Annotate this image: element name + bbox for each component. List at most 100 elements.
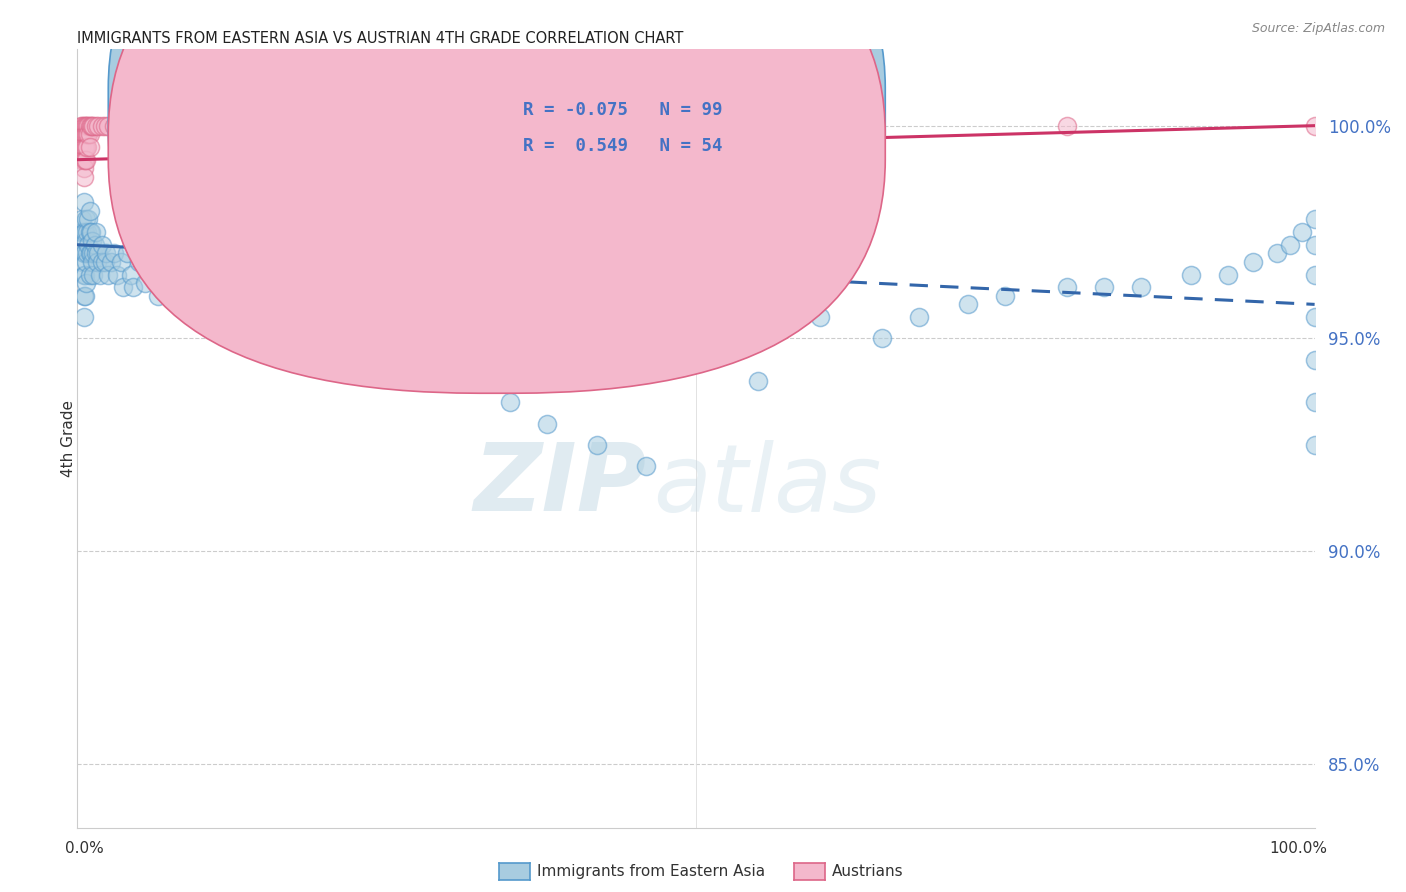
Point bbox=[77, 212, 100, 227]
Point bbox=[69, 127, 91, 141]
Point bbox=[80, 225, 103, 239]
Point bbox=[82, 119, 104, 133]
Point bbox=[70, 140, 93, 154]
Point bbox=[79, 127, 101, 141]
Point bbox=[77, 127, 100, 141]
Point bbox=[1303, 352, 1326, 367]
Point bbox=[128, 255, 150, 269]
Point bbox=[165, 119, 187, 133]
Point bbox=[73, 225, 96, 239]
Point bbox=[76, 119, 98, 133]
Point bbox=[215, 289, 238, 303]
Point bbox=[82, 255, 104, 269]
Point bbox=[1216, 268, 1239, 282]
Point bbox=[437, 119, 460, 133]
Text: IMMIGRANTS FROM EASTERN ASIA VS AUSTRIAN 4TH GRADE CORRELATION CHART: IMMIGRANTS FROM EASTERN ASIA VS AUSTRIAN… bbox=[77, 31, 683, 46]
Point bbox=[252, 119, 274, 133]
FancyBboxPatch shape bbox=[454, 57, 814, 178]
Point bbox=[87, 246, 110, 260]
Point bbox=[73, 153, 96, 167]
Text: 0.0%: 0.0% bbox=[65, 840, 104, 855]
Point bbox=[72, 246, 94, 260]
Point bbox=[128, 119, 150, 133]
Point bbox=[79, 140, 101, 154]
Point bbox=[375, 323, 398, 337]
Point bbox=[94, 246, 117, 260]
Point bbox=[79, 119, 101, 133]
Point bbox=[72, 127, 94, 141]
Point bbox=[86, 255, 108, 269]
Point bbox=[93, 119, 115, 133]
Point bbox=[79, 203, 101, 218]
Point bbox=[75, 255, 97, 269]
Point bbox=[1303, 438, 1326, 452]
Point bbox=[1092, 280, 1115, 294]
FancyBboxPatch shape bbox=[108, 0, 886, 393]
Point bbox=[1056, 119, 1078, 133]
Point bbox=[134, 276, 156, 290]
Point bbox=[112, 280, 135, 294]
Point bbox=[1180, 268, 1202, 282]
Point bbox=[994, 289, 1017, 303]
Point bbox=[84, 225, 107, 239]
FancyBboxPatch shape bbox=[108, 0, 886, 365]
Point bbox=[72, 140, 94, 154]
Point bbox=[73, 127, 96, 141]
Point bbox=[586, 438, 609, 452]
Point bbox=[561, 119, 583, 133]
Point bbox=[79, 225, 101, 239]
Point bbox=[72, 268, 94, 282]
Text: Immigrants from Eastern Asia: Immigrants from Eastern Asia bbox=[537, 864, 765, 879]
Point bbox=[72, 153, 94, 167]
Point bbox=[75, 276, 97, 290]
Point bbox=[184, 280, 207, 294]
Point bbox=[87, 119, 110, 133]
Text: R =  0.549   N = 54: R = 0.549 N = 54 bbox=[523, 137, 723, 155]
Point bbox=[122, 280, 145, 294]
Point bbox=[97, 268, 120, 282]
Point bbox=[103, 246, 125, 260]
Point bbox=[1056, 280, 1078, 294]
Point bbox=[76, 246, 98, 260]
Point bbox=[83, 237, 105, 252]
Point bbox=[97, 119, 120, 133]
Text: atlas: atlas bbox=[652, 440, 882, 531]
Point bbox=[264, 310, 287, 325]
Point bbox=[76, 127, 98, 141]
Point bbox=[80, 246, 103, 260]
Point bbox=[1267, 246, 1289, 260]
Point bbox=[870, 331, 893, 345]
Point bbox=[72, 289, 94, 303]
Point bbox=[76, 225, 98, 239]
Point bbox=[177, 268, 200, 282]
Point bbox=[1303, 395, 1326, 409]
Y-axis label: 4th Grade: 4th Grade bbox=[62, 400, 76, 477]
Point bbox=[72, 310, 94, 325]
Point bbox=[82, 268, 104, 282]
Point bbox=[82, 234, 104, 248]
Point bbox=[72, 161, 94, 176]
Point bbox=[808, 119, 831, 133]
Point bbox=[75, 127, 97, 141]
Point bbox=[808, 310, 831, 325]
Point bbox=[72, 119, 94, 133]
Point bbox=[75, 119, 97, 133]
Point bbox=[72, 169, 94, 184]
Text: Austrians: Austrians bbox=[832, 864, 904, 879]
Text: 100.0%: 100.0% bbox=[1270, 840, 1327, 855]
Point bbox=[339, 310, 361, 325]
Point bbox=[110, 255, 132, 269]
Point bbox=[75, 140, 97, 154]
Point bbox=[72, 255, 94, 269]
Point bbox=[412, 331, 434, 345]
Point bbox=[685, 119, 707, 133]
Point bbox=[153, 119, 176, 133]
Point bbox=[115, 119, 138, 133]
Point bbox=[141, 268, 163, 282]
Point bbox=[79, 268, 101, 282]
Point bbox=[84, 119, 107, 133]
Point bbox=[89, 268, 111, 282]
Point bbox=[70, 225, 93, 239]
Text: Source: ZipAtlas.com: Source: ZipAtlas.com bbox=[1251, 22, 1385, 36]
Point bbox=[190, 268, 212, 282]
